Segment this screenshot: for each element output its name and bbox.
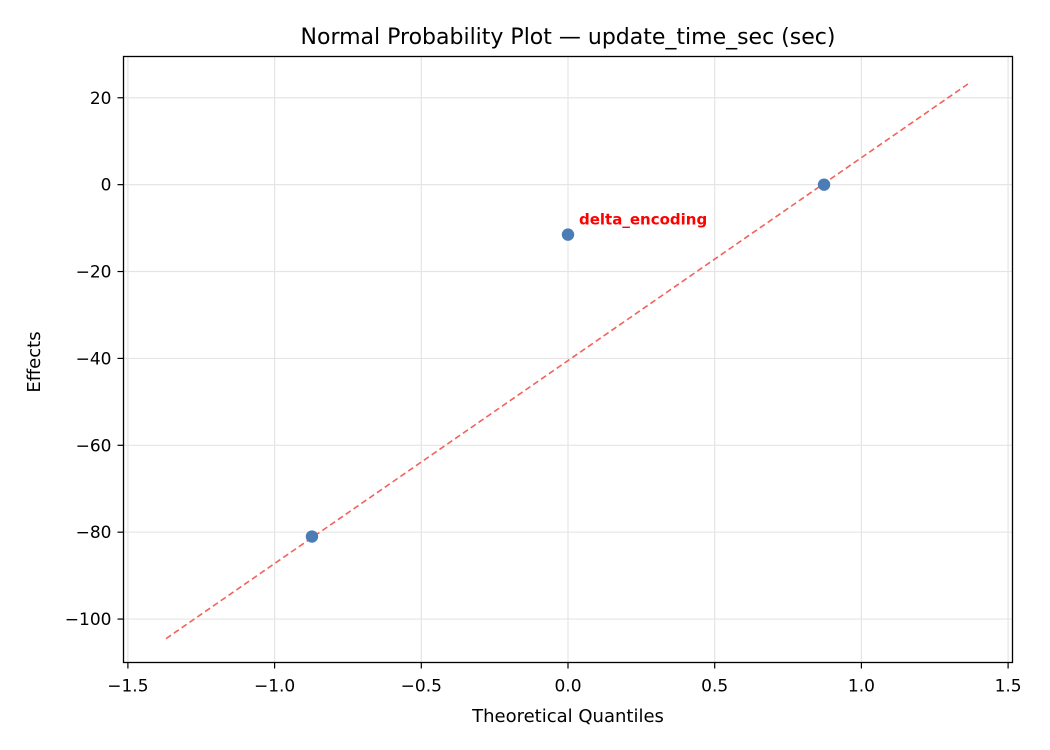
y-tick-label: −100	[65, 610, 112, 630]
x-tick-label: 0.5	[701, 677, 728, 697]
points-group	[305, 178, 831, 543]
reference-line-group	[165, 81, 971, 640]
y-tick-label: −80	[76, 523, 112, 543]
data-point	[561, 228, 575, 241]
y-axis-ticks: 20 0 −20 −40 −60 −80 −100	[65, 89, 124, 630]
data-point	[305, 530, 319, 543]
y-tick-label: 20	[90, 89, 112, 109]
y-tick-label: 0	[101, 176, 112, 196]
x-tick-label: −0.5	[401, 677, 442, 697]
x-axis-label: Theoretical Quantiles	[471, 706, 664, 727]
grid	[123, 56, 1013, 663]
x-axis-ticks: −1.5 −1.0 −0.5 0.0 0.5 1.0 1.5	[107, 662, 1022, 697]
x-tick-label: −1.5	[107, 677, 148, 697]
reference-line	[165, 81, 971, 640]
point-annotation: delta_encoding	[579, 211, 707, 229]
annotations-group: delta_encoding	[579, 211, 707, 229]
y-tick-label: −60	[76, 436, 112, 456]
data-point	[817, 178, 831, 191]
chart-title: Normal Probability Plot — update_time_se…	[301, 25, 836, 50]
x-tick-label: 1.5	[995, 677, 1022, 697]
y-tick-label: −40	[76, 349, 112, 369]
x-tick-label: 0.0	[554, 677, 581, 697]
x-tick-label: −1.0	[254, 677, 295, 697]
y-tick-label: −20	[76, 263, 112, 283]
x-tick-label: 1.0	[848, 677, 875, 697]
y-axis-label: Effects	[24, 331, 45, 392]
